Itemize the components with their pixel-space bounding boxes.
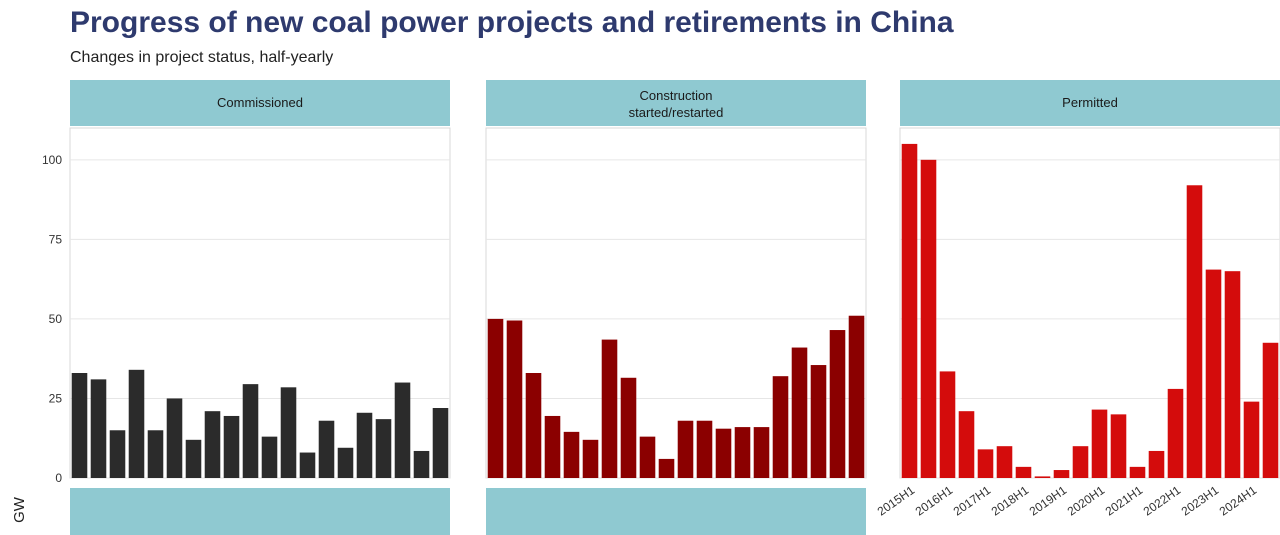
x-tick-label: 2024H1 xyxy=(1217,483,1260,519)
bar xyxy=(1148,450,1165,478)
lower-facet-strip xyxy=(70,488,450,535)
bar xyxy=(753,427,770,478)
bar xyxy=(939,371,956,478)
bar xyxy=(996,446,1013,478)
bar xyxy=(958,411,975,478)
bar xyxy=(185,439,202,478)
facet-strip-label: Commissioned xyxy=(217,95,303,110)
y-tick-label: 0 xyxy=(55,471,62,485)
facet-strip-label: Construction xyxy=(640,88,713,103)
bar xyxy=(734,427,751,478)
bar xyxy=(1262,342,1279,478)
bar xyxy=(1053,470,1070,478)
bar xyxy=(375,419,392,478)
bar xyxy=(299,452,316,478)
bar xyxy=(1091,409,1108,478)
x-tick-label: 2017H1 xyxy=(951,483,994,519)
y-tick-label: 75 xyxy=(49,232,63,246)
panel-background xyxy=(69,127,451,479)
bar xyxy=(1186,185,1203,479)
bar xyxy=(1015,466,1032,478)
bar xyxy=(1167,388,1184,478)
bar xyxy=(318,420,335,478)
bar xyxy=(715,428,732,478)
facet-strip-label: started/restarted xyxy=(629,105,724,120)
bar xyxy=(147,430,164,478)
bar xyxy=(166,398,183,478)
bar xyxy=(204,411,221,478)
bar xyxy=(223,415,240,478)
bar xyxy=(1110,414,1127,478)
bar xyxy=(1224,271,1241,478)
facet-strip-label: Permitted xyxy=(1062,95,1118,110)
bar xyxy=(1034,476,1051,478)
bar xyxy=(71,373,88,478)
facet-strip xyxy=(486,80,866,126)
bar xyxy=(977,449,994,478)
bar xyxy=(128,369,145,478)
lower-facet-strip xyxy=(486,488,866,535)
bar xyxy=(620,377,637,478)
bar xyxy=(829,330,846,478)
bar xyxy=(920,159,937,478)
x-tick-label: 2016H1 xyxy=(913,483,956,519)
bar xyxy=(356,412,373,478)
y-tick-label: 50 xyxy=(49,312,63,326)
x-tick-label: 2015H1 xyxy=(875,483,918,519)
bar xyxy=(109,430,126,478)
facet-strip xyxy=(900,80,1280,126)
y-tick-label: 25 xyxy=(49,391,63,405)
bar xyxy=(394,382,411,478)
bar xyxy=(582,439,599,478)
bar xyxy=(487,318,504,478)
facet-strip xyxy=(70,80,450,126)
bar xyxy=(677,420,694,478)
bar xyxy=(525,373,542,478)
panel-background xyxy=(899,127,1280,479)
bar xyxy=(810,365,827,478)
x-tick-label: 2023H1 xyxy=(1179,483,1222,519)
bar xyxy=(658,458,675,478)
bar xyxy=(563,431,580,478)
bar xyxy=(413,450,430,478)
bar xyxy=(506,320,523,478)
x-tick-label: 2021H1 xyxy=(1103,483,1146,519)
bar xyxy=(544,415,561,478)
bar xyxy=(1243,401,1260,478)
bar xyxy=(432,408,449,478)
chart-subtitle: Changes in project status, half-yearly xyxy=(70,49,334,66)
x-tick-label: 2022H1 xyxy=(1141,483,1184,519)
bar xyxy=(261,436,278,478)
bar xyxy=(601,339,618,478)
bar xyxy=(280,387,297,478)
x-tick-label: 2020H1 xyxy=(1065,483,1108,519)
bar xyxy=(901,143,918,478)
bar xyxy=(772,376,789,478)
bar xyxy=(848,315,865,478)
chart-title: Progress of new coal power projects and … xyxy=(70,6,954,39)
bar xyxy=(791,347,808,478)
panel-background xyxy=(485,127,867,479)
bar xyxy=(242,384,259,478)
y-tick-label: 100 xyxy=(42,153,62,167)
bar xyxy=(90,379,107,478)
bar xyxy=(639,436,656,478)
x-tick-label: 2019H1 xyxy=(1027,483,1070,519)
bar xyxy=(696,420,713,478)
x-tick-label: 2018H1 xyxy=(989,483,1032,519)
y-axis-label: GW xyxy=(11,496,28,523)
bar xyxy=(1072,446,1089,478)
bar xyxy=(337,447,354,478)
bar xyxy=(1129,466,1146,478)
bar xyxy=(1205,269,1222,478)
